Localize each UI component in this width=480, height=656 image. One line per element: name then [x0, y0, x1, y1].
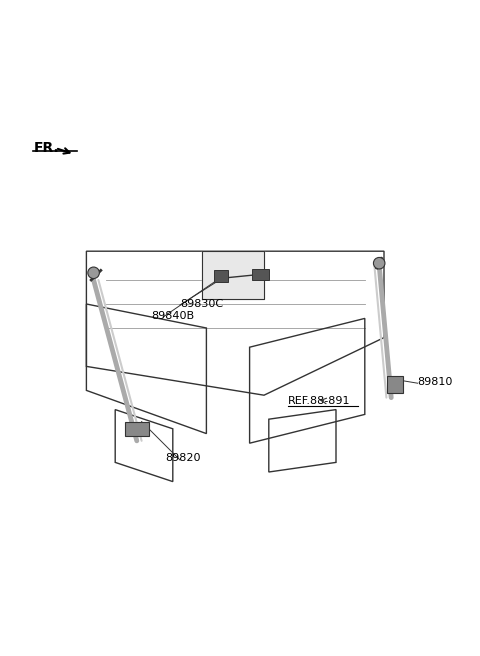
Polygon shape [125, 422, 149, 436]
Polygon shape [252, 270, 269, 280]
Text: 89830C: 89830C [180, 298, 223, 309]
Text: FR.: FR. [34, 141, 60, 155]
Text: 89840B: 89840B [151, 311, 194, 321]
Text: 89820: 89820 [166, 453, 201, 463]
Polygon shape [387, 376, 403, 393]
Polygon shape [202, 251, 264, 299]
Text: REF.88-891: REF.88-891 [288, 396, 350, 406]
Text: 89810: 89810 [418, 377, 453, 386]
Circle shape [88, 267, 99, 279]
Polygon shape [214, 270, 228, 282]
Circle shape [373, 257, 385, 269]
